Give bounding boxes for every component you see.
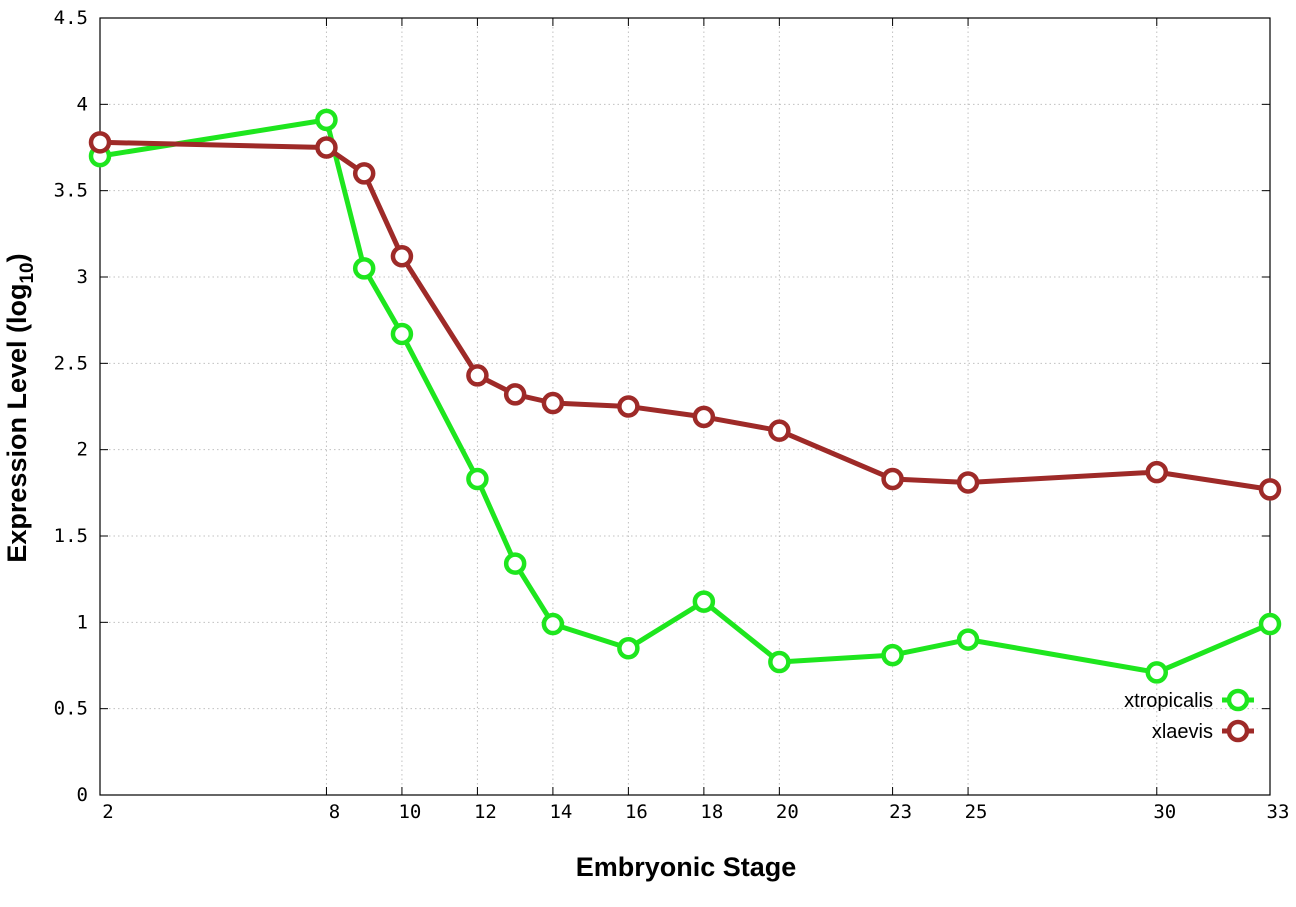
series-xlaevis — [88, 131, 1282, 501]
data-point — [390, 322, 414, 346]
series-xtropicalis — [88, 108, 1282, 684]
y-tick-label: 0 — [77, 784, 88, 806]
data-point — [466, 467, 489, 491]
legend-marker — [1226, 688, 1250, 712]
data-point — [352, 162, 376, 185]
legend-label: xtropicalis — [1124, 690, 1213, 712]
x-tick-label: 16 — [625, 801, 648, 823]
data-point — [503, 383, 527, 406]
x-tick-label: 20 — [776, 801, 799, 823]
y-tick-label: 4.5 — [54, 7, 88, 29]
x-tick-label: 14 — [549, 801, 572, 823]
data-point — [881, 467, 904, 491]
data-point — [617, 395, 640, 418]
x-tick-label: 33 — [1267, 801, 1290, 823]
data-point — [956, 628, 980, 651]
y-tick-label: 2 — [77, 439, 88, 461]
data-point — [1258, 478, 1282, 501]
ticks: 2 8 10 12 14 16 18 20 23 25 30 33 0 0.5 1 1.5 2 2.5 3 3.5 4 4… — [54, 7, 1290, 823]
data-point — [768, 650, 791, 674]
y-tick-label: 3.5 — [54, 180, 88, 202]
y-tick-label: 2.5 — [54, 352, 88, 374]
data-point — [466, 364, 489, 387]
data-point — [617, 636, 640, 660]
y-tick-label: 0.5 — [54, 698, 88, 720]
data-point — [390, 245, 414, 268]
data-point — [956, 471, 980, 494]
data-point — [692, 590, 716, 613]
data-point — [315, 136, 338, 159]
legend-entry: xlaevis — [1152, 719, 1254, 743]
plot-frame — [99, 17, 1271, 796]
data-point — [1145, 661, 1169, 684]
y-tick-label: 1.5 — [54, 525, 88, 547]
series-line — [99, 139, 1271, 492]
x-tick-label: 8 — [329, 801, 340, 823]
data-point — [88, 131, 112, 154]
data-point — [541, 612, 565, 636]
x-tick-label: 2 — [102, 801, 113, 823]
y-tick-label: 1 — [77, 611, 88, 633]
y-axis-title-main: Expression Level (log — [2, 284, 32, 563]
grid — [100, 18, 1270, 795]
data-point — [352, 257, 376, 280]
x-tick-label: 30 — [1153, 801, 1176, 823]
y-axis-title-close: ) — [2, 253, 32, 262]
x-tick-label: 12 — [474, 801, 497, 823]
data-point — [315, 108, 338, 132]
data-point — [692, 405, 716, 429]
data-point — [503, 552, 527, 575]
x-tick-label: 18 — [700, 801, 723, 823]
series-line — [99, 117, 1271, 675]
y-axis-title: Expression Level (log10) — [2, 253, 38, 562]
data-point — [541, 391, 565, 415]
data-point — [1145, 460, 1169, 484]
y-axis-title-subscript: 10 — [17, 262, 38, 283]
legend-marker — [1226, 719, 1250, 743]
legend: xtropicalis xlaevis — [1124, 688, 1254, 743]
x-tick-label: 25 — [965, 801, 988, 823]
x-tick-label: 10 — [398, 801, 421, 823]
legend-entry: xtropicalis — [1124, 688, 1254, 712]
data-point — [1258, 612, 1282, 636]
x-axis-title: Embryonic Stage — [576, 852, 797, 882]
data-point — [881, 643, 904, 667]
legend-label: xlaevis — [1152, 721, 1213, 743]
y-tick-label: 3 — [77, 266, 88, 288]
series — [88, 108, 1282, 684]
x-tick-label: 23 — [889, 801, 912, 823]
y-tick-label: 4 — [77, 93, 88, 115]
data-point — [768, 419, 791, 442]
